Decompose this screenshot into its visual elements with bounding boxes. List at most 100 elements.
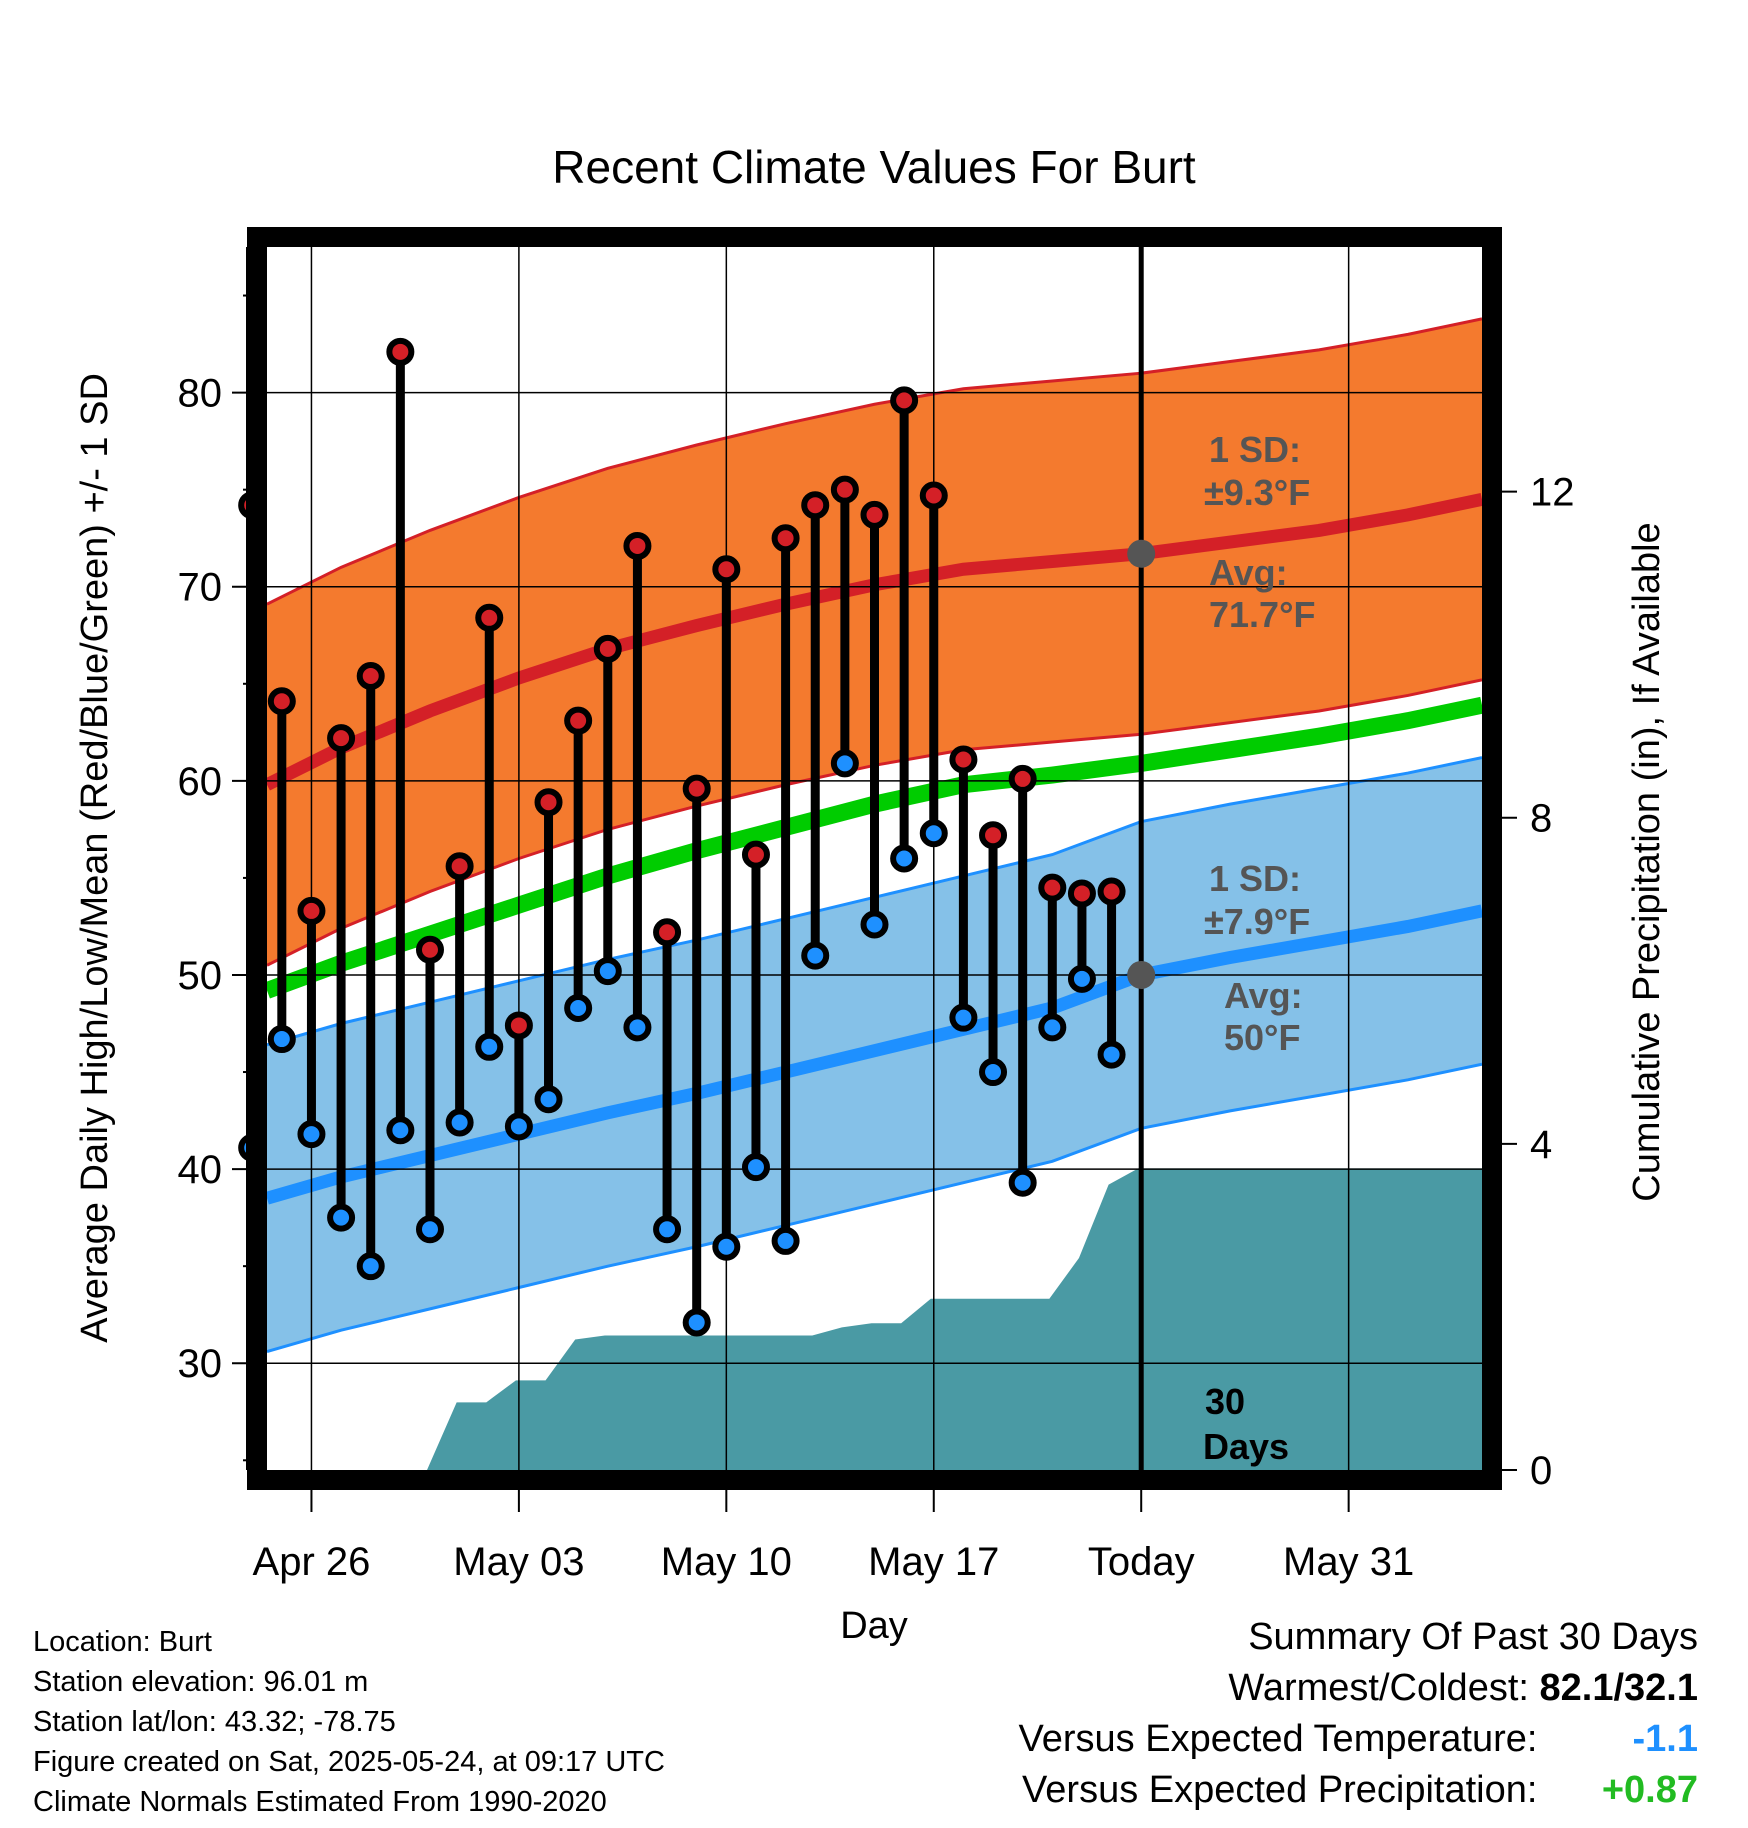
high-band-upper-edge [267, 317, 1482, 606]
daily-high-marker [949, 745, 978, 774]
high-avg-label-line1: Avg: [1209, 552, 1288, 593]
daily-low-marker [415, 1215, 444, 1244]
station-elevation: Station elevation: 96.01 m [33, 1666, 369, 1698]
daily-high-marker [771, 524, 800, 553]
daily-high-marker [1067, 879, 1096, 908]
x-axis-label: Day [840, 1605, 908, 1647]
today-avg-low-marker [1127, 960, 1156, 989]
low-avg-label-line2: 50°F [1224, 1017, 1300, 1058]
daily-high-marker [1008, 764, 1037, 793]
summary-precip: Versus Expected Precipitation: +0.87 [1019, 1765, 1698, 1816]
x-tick-label: May 31 [1283, 1540, 1414, 1584]
daily-low-marker [1038, 1013, 1067, 1042]
daily-low-marker [949, 1003, 978, 1032]
y2-axis-label: Cumulative Precipitation (in), If Availa… [1626, 522, 1668, 1201]
daily-high-marker [830, 475, 859, 504]
low-avg-label-line1: Avg: [1224, 975, 1303, 1016]
daily-high-marker [712, 555, 741, 584]
daily-low-marker [830, 749, 859, 778]
low-band-lower-edge [267, 1062, 1482, 1354]
daily-low-marker [297, 1120, 326, 1149]
high-sd-label-line1: 1 SD: [1209, 429, 1301, 470]
low-sd-label-line2: ±7.9°F [1204, 901, 1310, 942]
y-tick-label: 70 [178, 566, 223, 610]
daily-low-marker [801, 941, 830, 970]
daily-high-marker [504, 1011, 533, 1040]
summary-warmest: Warmest/Coldest: 82.1/32.1 [1019, 1663, 1698, 1714]
daily-high-marker [860, 500, 889, 529]
daily-low-marker [534, 1085, 563, 1114]
daily-low-marker [445, 1108, 474, 1137]
daily-high-marker [327, 724, 356, 753]
chart-title: Recent Climate Values For Burt [552, 141, 1196, 193]
x-tick-label: Today [1088, 1540, 1195, 1584]
precip-area [397, 1168, 1482, 1470]
y2-tick-label: 12 [1530, 471, 1575, 515]
summary-title: Summary Of Past 30 Days [1248, 1616, 1698, 1658]
daily-low-marker [504, 1112, 533, 1141]
summary-temp: Versus Expected Temperature: -1.1 [1019, 1714, 1698, 1765]
summary-panel: Summary Of Past 30 Days Warmest/Coldest:… [1019, 1612, 1698, 1816]
warmest-value: 82.1/32.1 [1539, 1667, 1698, 1709]
x-tick-label: May 03 [453, 1540, 584, 1584]
station-latlon: Station lat/lon: 43.32; -78.75 [33, 1706, 396, 1738]
daily-high-marker [623, 531, 652, 560]
daily-low-marker [475, 1032, 504, 1061]
daily-high-marker [801, 491, 830, 520]
daily-high-marker [1038, 873, 1067, 902]
daily-low-marker [1067, 964, 1096, 993]
y-tick-label: 50 [178, 954, 223, 998]
y2-tick-label: 0 [1530, 1449, 1552, 1493]
y2-tick-label: 8 [1530, 797, 1552, 841]
warmest-label: Warmest/Coldest: [1228, 1667, 1529, 1709]
daily-high-marker [593, 634, 622, 663]
daily-low-marker [682, 1308, 711, 1337]
avg-low-line [267, 904, 1482, 1205]
station-info: Location: Burt Station elevation: 96.01 … [33, 1622, 665, 1822]
daily-low-marker [267, 1025, 296, 1054]
precip-value: +0.87 [1601, 1769, 1698, 1811]
daily-low-marker [564, 993, 593, 1022]
daily-low-marker [327, 1203, 356, 1232]
climate-normals-note: Climate Normals Estimated From 1990-2020 [33, 1786, 607, 1818]
temp-value: -1.1 [1632, 1718, 1698, 1760]
daily-low-marker [653, 1215, 682, 1244]
high-sd-label-line2: ±9.3°F [1204, 472, 1310, 513]
daily-low-marker [712, 1232, 741, 1261]
y2-tick-label: 4 [1530, 1123, 1552, 1167]
daily-low-marker [979, 1058, 1008, 1087]
daily-low-marker [623, 1013, 652, 1042]
daily-low-marker [919, 819, 948, 848]
days-label-line1: 30 [1205, 1381, 1245, 1422]
daily-high-marker [356, 662, 385, 691]
daily-high-marker [979, 821, 1008, 850]
today-avg-high-marker [1127, 539, 1156, 568]
daily-high-marker [1097, 877, 1126, 906]
daily-high-marker [564, 706, 593, 735]
y-tick-label: 60 [178, 760, 223, 804]
x-tick-label: May 17 [868, 1540, 999, 1584]
daily-low-marker [1008, 1168, 1037, 1197]
high-avg-label-line2: 71.7°F [1209, 594, 1315, 635]
daily-high-marker [653, 918, 682, 947]
temp-label: Versus Expected Temperature: [1018, 1718, 1538, 1760]
plot-frame [247, 227, 1502, 1490]
daily-high-marker [475, 603, 504, 632]
daily-low-marker [593, 957, 622, 986]
daily-high-marker [682, 774, 711, 803]
precip-label: Versus Expected Precipitation: [1022, 1769, 1538, 1811]
daily-high-marker [297, 896, 326, 925]
daily-high-marker [267, 687, 296, 716]
y-tick-label: 80 [178, 372, 223, 416]
figure-created: Figure created on Sat, 2025-05-24, at 09… [33, 1746, 665, 1778]
daily-high-marker [919, 481, 948, 510]
y-tick-label: 30 [178, 1342, 223, 1386]
daily-low-marker [860, 910, 889, 939]
low-sd-label-line1: 1 SD: [1209, 858, 1301, 899]
daily-low-marker [890, 844, 919, 873]
x-tick-label: Apr 26 [253, 1540, 371, 1584]
y-axis-label: Average Daily High/Low/Mean (Red/Blue/Gr… [74, 373, 116, 1343]
x-tick-label: May 10 [661, 1540, 792, 1584]
daily-high-marker [386, 337, 415, 366]
